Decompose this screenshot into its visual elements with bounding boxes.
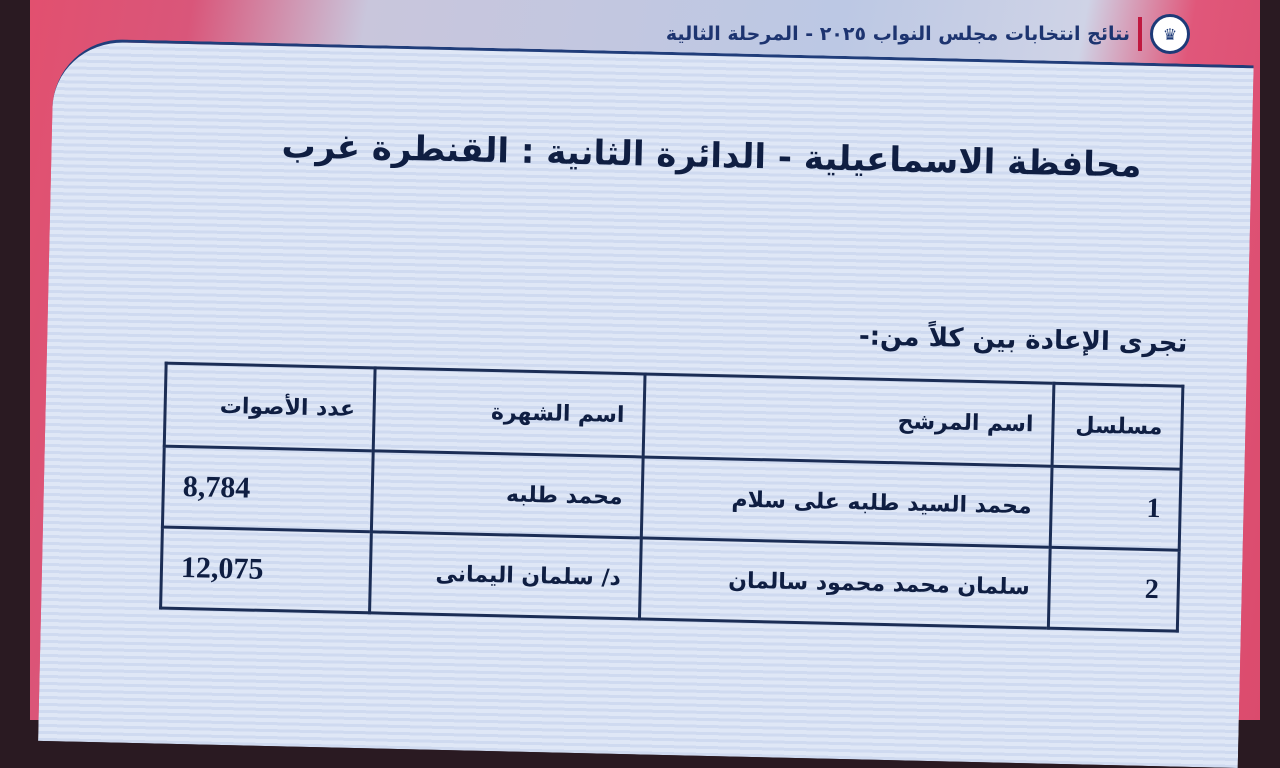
header-votes: عدد الأصوات (164, 363, 376, 451)
slide-subtitle: تجرى الإعادة بين كلاً من:- (858, 321, 1188, 359)
candidate-name-cell: سلمان محمد محمود سالمان (639, 537, 1051, 629)
serial-cell: 2 (1048, 547, 1180, 632)
votes-cell: 8,784 (162, 446, 374, 532)
known-name-cell: د/ سلمان اليمانى (369, 531, 642, 619)
content-panel: محافظة الاسماعيلية - الدائرة الثانية : ا… (38, 38, 1254, 768)
candidate-name-cell: محمد السيد طلبه على سلام (641, 456, 1053, 548)
known-name-cell: محمد طلبه (371, 450, 644, 538)
eagle-emblem-icon: ♛ (1150, 14, 1190, 54)
presentation-slide: ♛ نتائج انتخابات مجلس النواب ٢٠٢٥ - المر… (30, 0, 1260, 768)
slide-title: محافظة الاسماعيلية - الدائرة الثانية : ا… (281, 126, 1142, 186)
slide-header: ♛ نتائج انتخابات مجلس النواب ٢٠٢٥ - المر… (666, 14, 1190, 54)
results-table: مسلسل اسم المرشح اسم الشهرة عدد الأصوات … (159, 362, 1184, 633)
header-candidate-name: اسم المرشح (643, 373, 1054, 467)
votes-cell: 12,075 (160, 527, 372, 613)
serial-cell: 1 (1050, 466, 1182, 551)
header-known-name: اسم الشهرة (373, 367, 645, 457)
header-title: نتائج انتخابات مجلس النواب ٢٠٢٥ - المرحل… (665, 23, 1130, 45)
header-divider (1138, 17, 1142, 51)
header-serial: مسلسل (1052, 383, 1183, 470)
